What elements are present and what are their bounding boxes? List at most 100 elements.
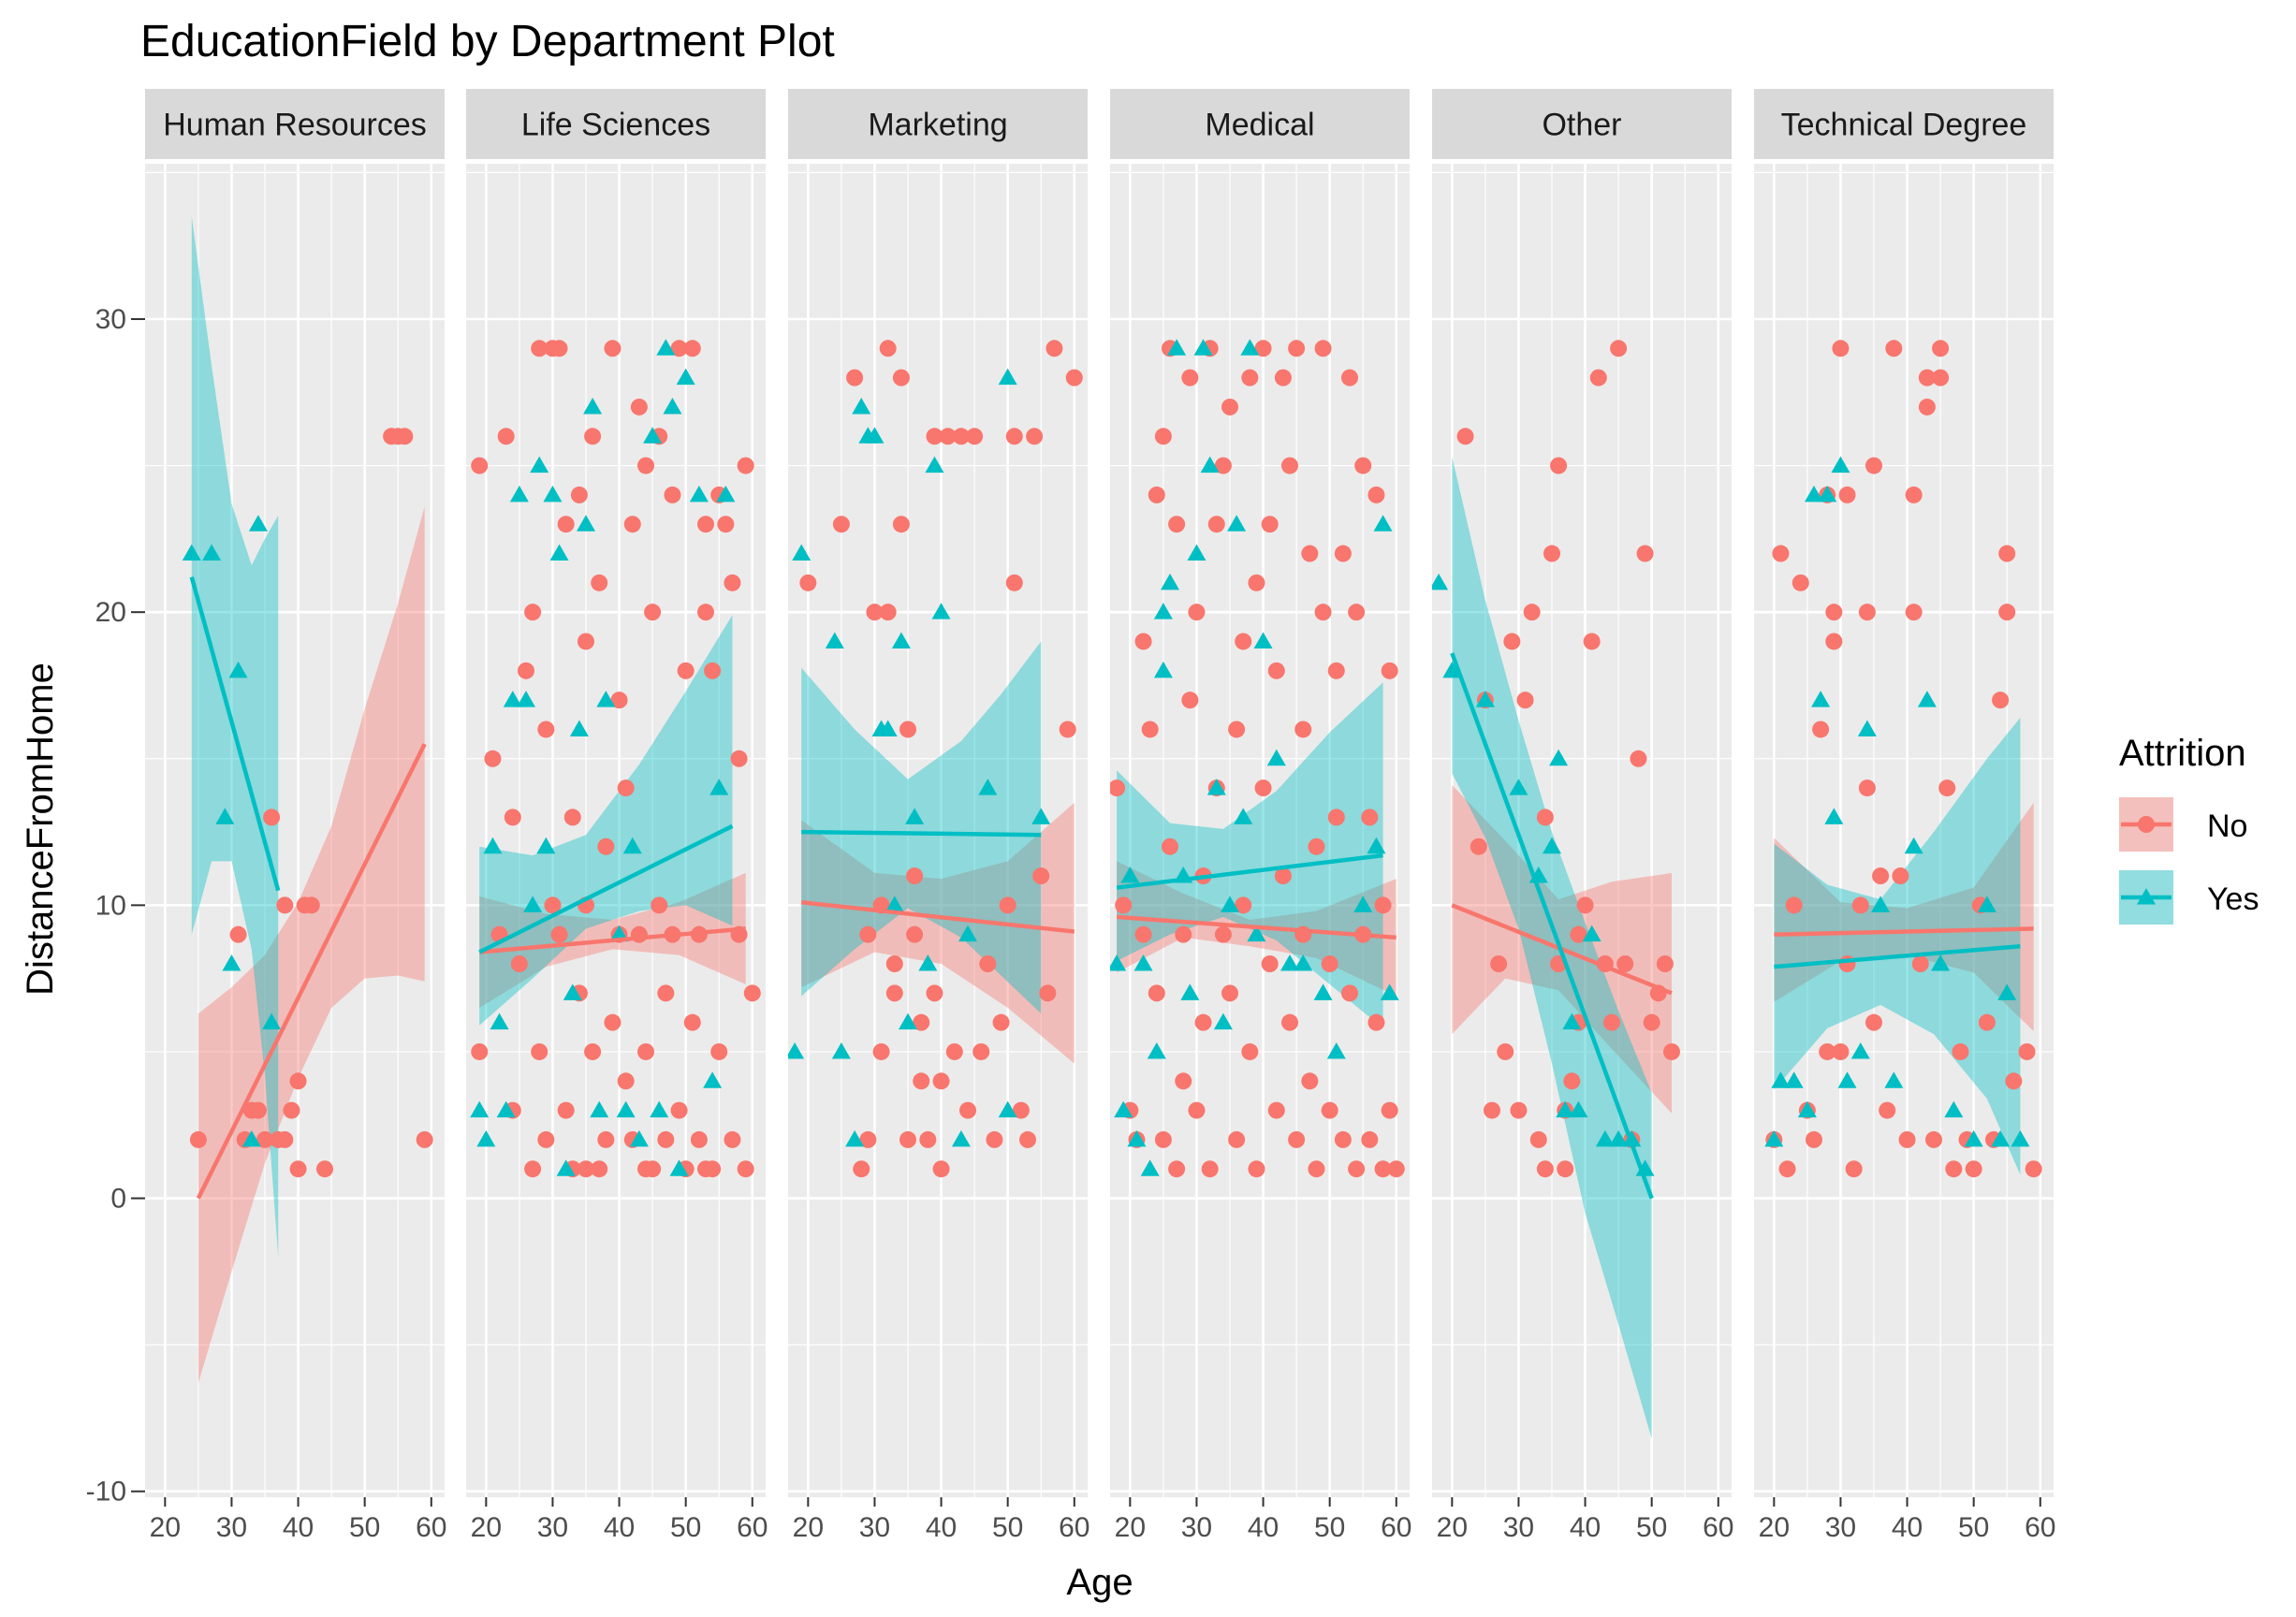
panel-background — [466, 164, 766, 1497]
point-no — [604, 340, 622, 357]
point-no — [1354, 457, 1372, 474]
point-yes — [202, 544, 222, 561]
point-no — [704, 662, 722, 679]
point-no — [1583, 633, 1601, 650]
point-no — [724, 1130, 741, 1148]
legend-marker-yes — [2137, 888, 2156, 905]
point-yes — [1326, 1042, 1346, 1059]
point-no — [1235, 896, 1252, 914]
point-no — [256, 1130, 273, 1148]
point-no — [550, 340, 568, 357]
point-yes — [1180, 983, 1200, 1000]
point-no — [1998, 545, 2016, 562]
point-no — [584, 428, 602, 445]
x-tick-label-50: 50 — [1636, 1512, 1667, 1543]
panel-background — [1110, 164, 1410, 1497]
point-yes — [958, 925, 977, 942]
x-tick-label-30: 30 — [859, 1512, 890, 1543]
point-no — [724, 574, 741, 591]
point-no — [1772, 545, 1790, 562]
facet-marketing: Marketing 20 30 40 50 60 — [788, 89, 1090, 1543]
point-no — [1911, 955, 1929, 972]
point-no — [899, 721, 916, 738]
point-yes — [483, 837, 503, 854]
point-no — [1858, 604, 1876, 621]
x-tick-label-60: 60 — [2025, 1512, 2055, 1543]
point-no — [1141, 721, 1159, 738]
point-yes — [569, 720, 589, 736]
y-tick-label-20: 20 — [95, 597, 126, 628]
point-yes — [1313, 983, 1333, 1000]
point-no — [1254, 340, 1272, 357]
point-no — [1778, 1160, 1796, 1178]
point-no — [1905, 604, 1923, 621]
point-no — [730, 750, 748, 767]
point-no — [610, 692, 628, 709]
point-no — [1543, 545, 1560, 562]
point-yes — [241, 1129, 261, 1147]
point-yes — [1213, 1012, 1233, 1030]
x-tick-label-50: 50 — [992, 1512, 1023, 1543]
point-yes — [1850, 1042, 1870, 1059]
legend-title: Attrition — [2119, 733, 2246, 774]
point-no — [1115, 896, 1133, 914]
x-tick-label-30: 30 — [537, 1512, 568, 1543]
point-no — [1281, 1013, 1298, 1031]
point-no — [1005, 574, 1023, 591]
point-no — [945, 1042, 963, 1060]
point-yes — [1200, 456, 1220, 473]
point-no — [1154, 1130, 1172, 1148]
point-yes — [788, 1042, 805, 1059]
point-yes — [543, 485, 563, 503]
point-no — [1294, 721, 1312, 738]
point-no — [1301, 1072, 1319, 1090]
point-yes — [262, 1012, 282, 1030]
point-no — [1288, 340, 1306, 357]
point-no — [617, 779, 635, 797]
y-tick-label-10: 10 — [95, 890, 126, 921]
x-tick-label-50: 50 — [349, 1512, 380, 1543]
point-no — [1576, 896, 1594, 914]
point-yes — [1442, 661, 1462, 678]
point-no — [1785, 896, 1803, 914]
point-no — [670, 1101, 688, 1119]
point-no — [1168, 1160, 1186, 1178]
point-no — [1872, 867, 1890, 885]
point-yes — [590, 1100, 609, 1118]
point-no — [1308, 1160, 1325, 1178]
point-yes — [503, 691, 522, 707]
point-no — [1845, 1160, 1863, 1178]
legend-label-no: No — [2207, 808, 2247, 844]
point-yes — [1147, 1042, 1166, 1059]
point-no — [1274, 369, 1292, 386]
point-no — [664, 486, 681, 503]
point-no — [1327, 808, 1345, 826]
point-no — [1918, 369, 1936, 386]
point-no — [1825, 604, 1843, 621]
point-no — [1610, 340, 1628, 357]
point-no — [1838, 955, 1856, 972]
point-no — [1838, 486, 1856, 503]
x-tick-label-20: 20 — [1437, 1512, 1468, 1543]
point-no — [1938, 779, 1956, 797]
panel-background — [145, 164, 445, 1497]
point-no — [1110, 779, 1126, 797]
facet-technical-degree: Technical Degree 20 30 40 50 60 — [1754, 89, 2055, 1543]
trend-line-yes — [1774, 943, 2021, 969]
point-no — [1381, 1101, 1398, 1119]
point-no — [289, 1160, 307, 1178]
legend: Attrition No Yes — [2119, 733, 2259, 925]
point-yes — [878, 720, 898, 736]
point-no — [276, 896, 294, 914]
point-no — [1516, 692, 1534, 709]
x-axis-title: Age — [1066, 1562, 1133, 1603]
point-no — [1148, 486, 1165, 503]
confidence-band-no — [1774, 802, 2034, 1032]
point-no — [518, 662, 534, 679]
point-no — [1636, 545, 1654, 562]
point-yes — [925, 456, 944, 473]
point-no — [866, 604, 884, 621]
point-no — [1806, 1130, 1822, 1148]
point-yes — [905, 808, 925, 824]
